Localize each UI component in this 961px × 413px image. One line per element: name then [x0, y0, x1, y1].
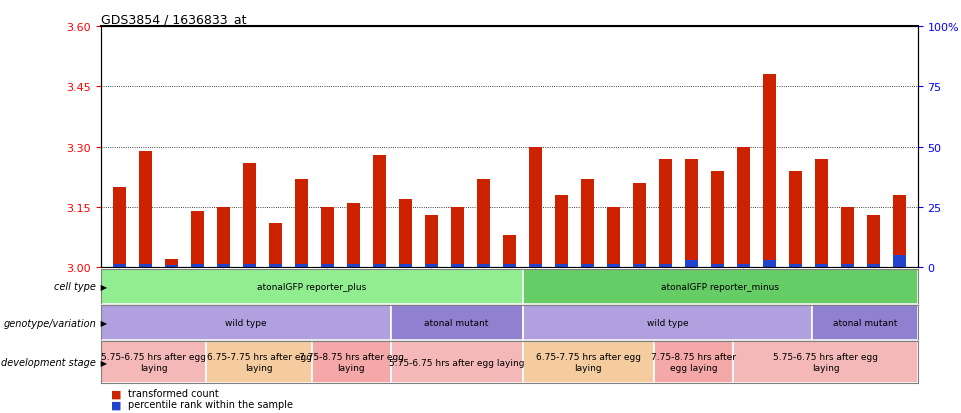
Bar [269, 264, 282, 268]
Bar [451, 264, 464, 268]
Bar [580, 264, 594, 268]
Bar [190, 264, 204, 268]
Bar [503, 264, 516, 268]
Bar [654, 342, 733, 383]
Bar [633, 264, 646, 268]
Bar [733, 342, 918, 383]
Bar [841, 264, 854, 268]
Bar [789, 264, 802, 268]
Bar [216, 207, 230, 268]
Bar [347, 264, 359, 268]
Text: genotype/variation: genotype/variation [3, 318, 96, 328]
Bar [451, 207, 464, 268]
Bar [373, 264, 385, 268]
Bar [269, 223, 282, 268]
Text: 5.75-6.75 hrs after egg
laying: 5.75-6.75 hrs after egg laying [101, 353, 206, 372]
Bar [815, 159, 828, 268]
Text: transformed count: transformed count [128, 389, 218, 399]
Bar [893, 195, 906, 268]
Bar [685, 159, 698, 268]
Text: cell type: cell type [54, 281, 96, 292]
Bar [477, 179, 490, 268]
Bar [867, 264, 880, 268]
Text: 7.75-8.75 hrs after egg
laying: 7.75-8.75 hrs after egg laying [299, 353, 404, 372]
Bar [789, 171, 802, 268]
Bar [523, 342, 654, 383]
Text: ▶: ▶ [98, 318, 107, 327]
Bar [737, 264, 750, 268]
Text: 5.75-6.75 hrs after egg
laying: 5.75-6.75 hrs after egg laying [773, 353, 878, 372]
Bar [112, 188, 126, 268]
Bar [138, 264, 152, 268]
Bar [529, 264, 542, 268]
Bar [243, 163, 256, 268]
Text: ▶: ▶ [98, 282, 107, 291]
Bar [711, 171, 724, 268]
Bar [554, 195, 568, 268]
Bar [101, 305, 391, 340]
Bar [711, 264, 724, 268]
Bar [347, 204, 359, 268]
Bar [763, 75, 776, 268]
Bar [295, 264, 308, 268]
Bar [607, 207, 620, 268]
Bar [893, 256, 906, 268]
Bar [763, 261, 776, 268]
Bar [554, 264, 568, 268]
Bar [659, 264, 672, 268]
Text: 6.75-7.75 hrs after egg
laying: 6.75-7.75 hrs after egg laying [536, 353, 641, 372]
Text: wild type: wild type [647, 318, 688, 327]
Text: 5.75-6.75 hrs after egg laying: 5.75-6.75 hrs after egg laying [389, 358, 525, 367]
Bar [399, 199, 411, 268]
Bar [503, 235, 516, 268]
Bar [529, 147, 542, 268]
Bar [867, 216, 880, 268]
Bar [391, 342, 523, 383]
Text: ■: ■ [111, 389, 125, 399]
Bar [399, 264, 411, 268]
Bar [164, 266, 178, 268]
Bar [243, 264, 256, 268]
Bar [321, 264, 333, 268]
Text: ■: ■ [111, 399, 125, 409]
Text: atonal mutant: atonal mutant [425, 318, 489, 327]
Bar [607, 264, 620, 268]
Bar [321, 207, 333, 268]
Bar [659, 159, 672, 268]
Bar [295, 179, 308, 268]
Bar [373, 155, 385, 268]
Bar [477, 264, 490, 268]
Bar [216, 264, 230, 268]
Bar [523, 305, 812, 340]
Bar [425, 216, 438, 268]
Bar [425, 264, 438, 268]
Bar [190, 211, 204, 268]
Bar [112, 264, 126, 268]
Text: atonal mutant: atonal mutant [833, 318, 898, 327]
Bar [207, 342, 311, 383]
Bar [633, 183, 646, 268]
Bar [580, 179, 594, 268]
Bar [101, 342, 207, 383]
Bar [815, 264, 828, 268]
Bar [841, 207, 854, 268]
Text: ▶: ▶ [98, 358, 107, 367]
Bar [685, 261, 698, 268]
Text: wild type: wild type [225, 318, 266, 327]
Bar [737, 147, 750, 268]
Bar [812, 305, 918, 340]
Text: percentile rank within the sample: percentile rank within the sample [128, 399, 293, 409]
Text: 6.75-7.75 hrs after egg
laying: 6.75-7.75 hrs after egg laying [207, 353, 311, 372]
Text: 7.75-8.75 hrs after
egg laying: 7.75-8.75 hrs after egg laying [652, 353, 736, 372]
Bar [311, 342, 391, 383]
Text: atonalGFP reporter_minus: atonalGFP reporter_minus [661, 282, 779, 291]
Bar [138, 151, 152, 268]
Bar [164, 260, 178, 268]
Bar [523, 269, 918, 304]
Bar [101, 269, 523, 304]
Text: development stage: development stage [1, 357, 96, 367]
Bar [391, 305, 523, 340]
Text: GDS3854 / 1636833_at: GDS3854 / 1636833_at [101, 13, 246, 26]
Text: atonalGFP reporter_plus: atonalGFP reporter_plus [258, 282, 366, 291]
